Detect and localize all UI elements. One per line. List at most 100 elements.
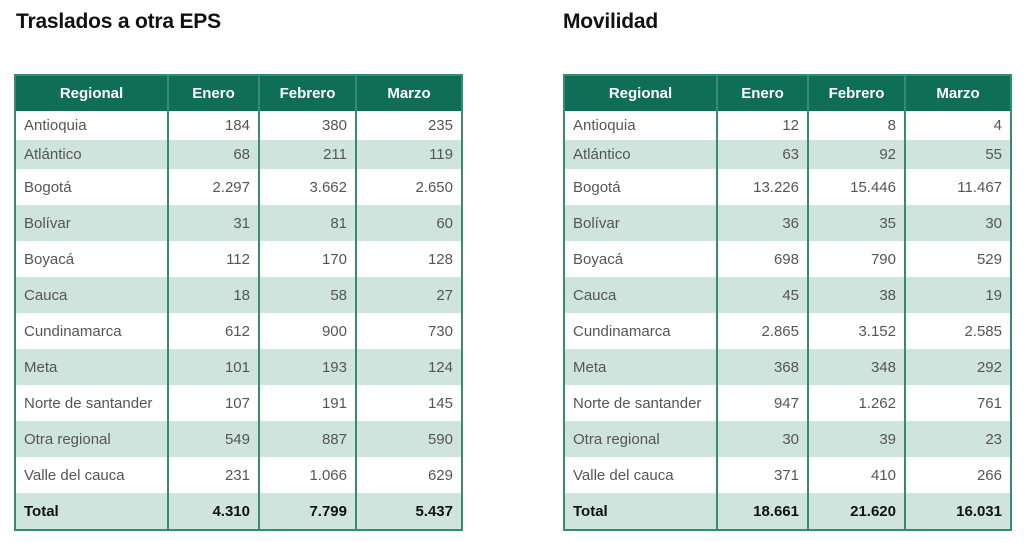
value-cell: 35 [807,205,905,241]
value-cell: 27 [355,277,462,313]
table-row: Cundinamarca 612 900 730 [15,313,462,349]
value-cell: 60 [355,205,462,241]
table-row: Boyacá 112 170 128 [15,241,462,277]
region-cell: Meta [564,349,717,385]
table-row: Antioquia 12 8 4 [564,111,1011,140]
total-row: Total 4.310 7.799 5.437 [15,493,462,530]
value-cell: 4 [904,111,1011,140]
value-cell: 23 [904,421,1011,457]
value-cell: 68 [167,140,259,169]
value-cell: 231 [167,457,259,493]
value-cell: 900 [258,313,356,349]
header-row: Regional Enero Febrero Marzo [15,75,462,111]
value-cell: 698 [716,241,808,277]
value-cell: 235 [355,111,462,140]
value-cell: 21.620 [807,493,905,530]
region-cell: Total [564,493,717,530]
value-cell: 292 [904,349,1011,385]
value-cell: 107 [167,385,259,421]
value-cell: 947 [716,385,808,421]
value-cell: 2.297 [167,169,259,205]
region-cell: Atlántico [15,140,168,169]
column-header: Marzo [355,75,462,111]
region-cell: Bolívar [564,205,717,241]
table-row: Cundinamarca 2.865 3.152 2.585 [564,313,1011,349]
value-cell: 92 [807,140,905,169]
column-header: Febrero [807,75,905,111]
movilidad-table: Regional Enero Febrero Marzo Antioquia 12 8 4 A… [563,74,1012,531]
value-cell: 629 [355,457,462,493]
table-row: Antioquia 184 380 235 [15,111,462,140]
value-cell: 38 [807,277,905,313]
value-cell: 36 [716,205,808,241]
value-cell: 410 [807,457,905,493]
value-cell: 590 [355,421,462,457]
value-cell: 119 [355,140,462,169]
region-cell: Cundinamarca [24,322,122,340]
table-row: Bolívar 36 35 30 [564,205,1011,241]
table-row: Otra regional 30 39 23 [564,421,1011,457]
value-cell: 39 [807,421,905,457]
value-cell: 761 [904,385,1011,421]
value-cell: 3.662 [258,169,356,205]
value-cell: 81 [258,205,356,241]
value-cell: 371 [716,457,808,493]
column-header: Enero [167,75,259,111]
table-row: Otra regional 549 887 590 [15,421,462,457]
value-cell: 2.585 [904,313,1011,349]
value-cell: 55 [904,140,1011,169]
value-cell: 7.799 [258,493,356,530]
value-cell: 30 [904,205,1011,241]
column-header: Marzo [904,75,1011,111]
region-cell: Total [15,493,168,530]
region-cell: Meta [15,349,168,385]
region-cell: Cundinamarca [573,322,671,340]
value-cell: 2.865 [716,313,808,349]
value-cell: 380 [258,111,356,140]
column-header: Enero [716,75,808,111]
value-cell: 612 [167,313,259,349]
value-cell: 1.262 [807,385,905,421]
column-header: Febrero [258,75,356,111]
value-cell: 887 [258,421,356,457]
region-cell: Antioquia [573,117,636,134]
value-cell: 193 [258,349,356,385]
table-row: Cauca 45 38 19 [564,277,1011,313]
value-cell: 170 [258,241,356,277]
value-cell: 529 [904,241,1011,277]
value-cell: 145 [355,385,462,421]
value-cell: 790 [807,241,905,277]
table-row: Meta 368 348 292 [564,349,1011,385]
region-cell: Otra regional [564,421,717,457]
value-cell: 58 [258,277,356,313]
value-cell: 18 [167,277,259,313]
value-cell: 63 [716,140,808,169]
value-cell: 12 [716,111,808,140]
table-row: Meta 101 193 124 [15,349,462,385]
value-cell: 191 [258,385,356,421]
value-cell: 45 [716,277,808,313]
table-row: Bogotá 2.297 3.662 2.650 [15,169,462,205]
region-cell: Bogotá [573,178,621,196]
region-cell: Cauca [564,277,717,313]
value-cell: 266 [904,457,1011,493]
value-cell: 8 [807,111,905,140]
table-row: Bogotá 13.226 15.446 11.467 [564,169,1011,205]
region-cell: Valle del cauca [24,466,125,484]
table-row: Valle del cauca 371 410 266 [564,457,1011,493]
table-row: Valle del cauca 231 1.066 629 [15,457,462,493]
value-cell: 101 [167,349,259,385]
region-cell: Otra regional [15,421,168,457]
table-row: Atlántico 68 211 119 [15,140,462,169]
value-cell: 13.226 [716,169,808,205]
table-row: Boyacá 698 790 529 [564,241,1011,277]
region-cell: Atlántico [564,140,717,169]
value-cell: 112 [167,241,259,277]
value-cell: 184 [167,111,259,140]
value-cell: 124 [355,349,462,385]
value-cell: 5.437 [355,493,462,530]
value-cell: 211 [258,140,356,169]
value-cell: 16.031 [904,493,1011,530]
table-row: Cauca 18 58 27 [15,277,462,313]
table-row: Atlántico 63 92 55 [564,140,1011,169]
